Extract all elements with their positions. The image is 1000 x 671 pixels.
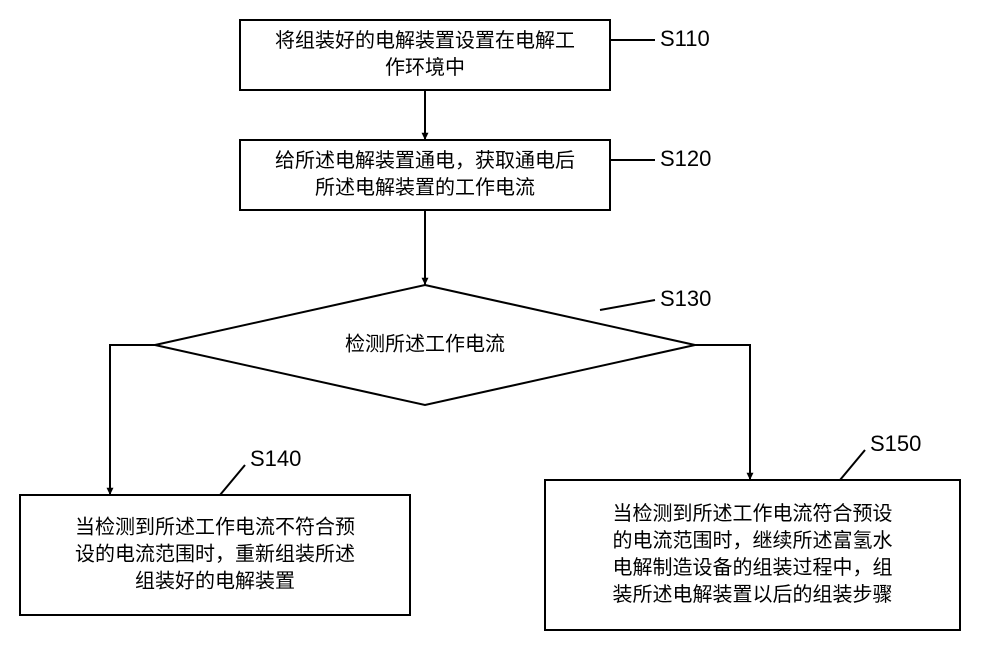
- node-s150-line2: 电解制造设备的组装过程中，组: [613, 556, 893, 579]
- label-s150: S150: [870, 431, 921, 456]
- arrowhead-icon: [747, 473, 754, 480]
- node-s150-line3: 装所述电解装置以后的组装步骤: [613, 583, 893, 606]
- node-s110-line1: 作环境中: [385, 56, 465, 79]
- node-s120-line0: 给所述电解装置通电，获取通电后: [275, 149, 575, 172]
- node-s110-line0: 将组装好的电解装置设置在电解工: [275, 29, 575, 52]
- leader-s150: [840, 450, 865, 480]
- arrowhead-icon: [422, 133, 429, 140]
- arrowhead-icon: [422, 278, 429, 285]
- leader-s140: [220, 465, 245, 495]
- edge-s130-s140: [110, 345, 155, 495]
- node-s110: 将组装好的电解装置设置在电解工作环境中 S110: [240, 20, 710, 90]
- node-s130-line0: 检测所述工作电流: [345, 332, 505, 355]
- label-s130: S130: [660, 286, 711, 311]
- node-s120: 给所述电解装置通电，获取通电后所述电解装置的工作电流 S120: [240, 140, 711, 210]
- node-s140-line1: 设的电流范围时，重新组装所述: [75, 542, 355, 565]
- node-s130: 检测所述工作电流 S130: [155, 285, 711, 405]
- leader-s130: [600, 300, 655, 310]
- label-s110: S110: [660, 26, 710, 51]
- node-s150-line1: 的电流范围时，继续所述富氢水: [613, 529, 893, 552]
- flowchart-diagram: 将组装好的电解装置设置在电解工作环境中 S110 给所述电解装置通电，获取通电后所述…: [0, 0, 1000, 671]
- label-s120: S120: [660, 146, 711, 171]
- label-s140: S140: [250, 446, 301, 471]
- arrowhead-icon: [107, 488, 114, 495]
- node-s140-line2: 组装好的电解装置: [135, 569, 295, 592]
- node-s140: 当检测到所述工作电流不符合预设的电流范围时，重新组装所述组装好的电解装置 S140: [20, 446, 410, 615]
- node-s150-line0: 当检测到所述工作电流符合预设: [613, 502, 893, 525]
- node-s120-line1: 所述电解装置的工作电流: [315, 176, 535, 199]
- edge-s130-s150: [695, 345, 750, 480]
- node-s140-line0: 当检测到所述工作电流不符合预: [75, 515, 355, 538]
- node-s150: 当检测到所述工作电流符合预设的电流范围时，继续所述富氢水电解制造设备的组装过程中…: [545, 431, 960, 630]
